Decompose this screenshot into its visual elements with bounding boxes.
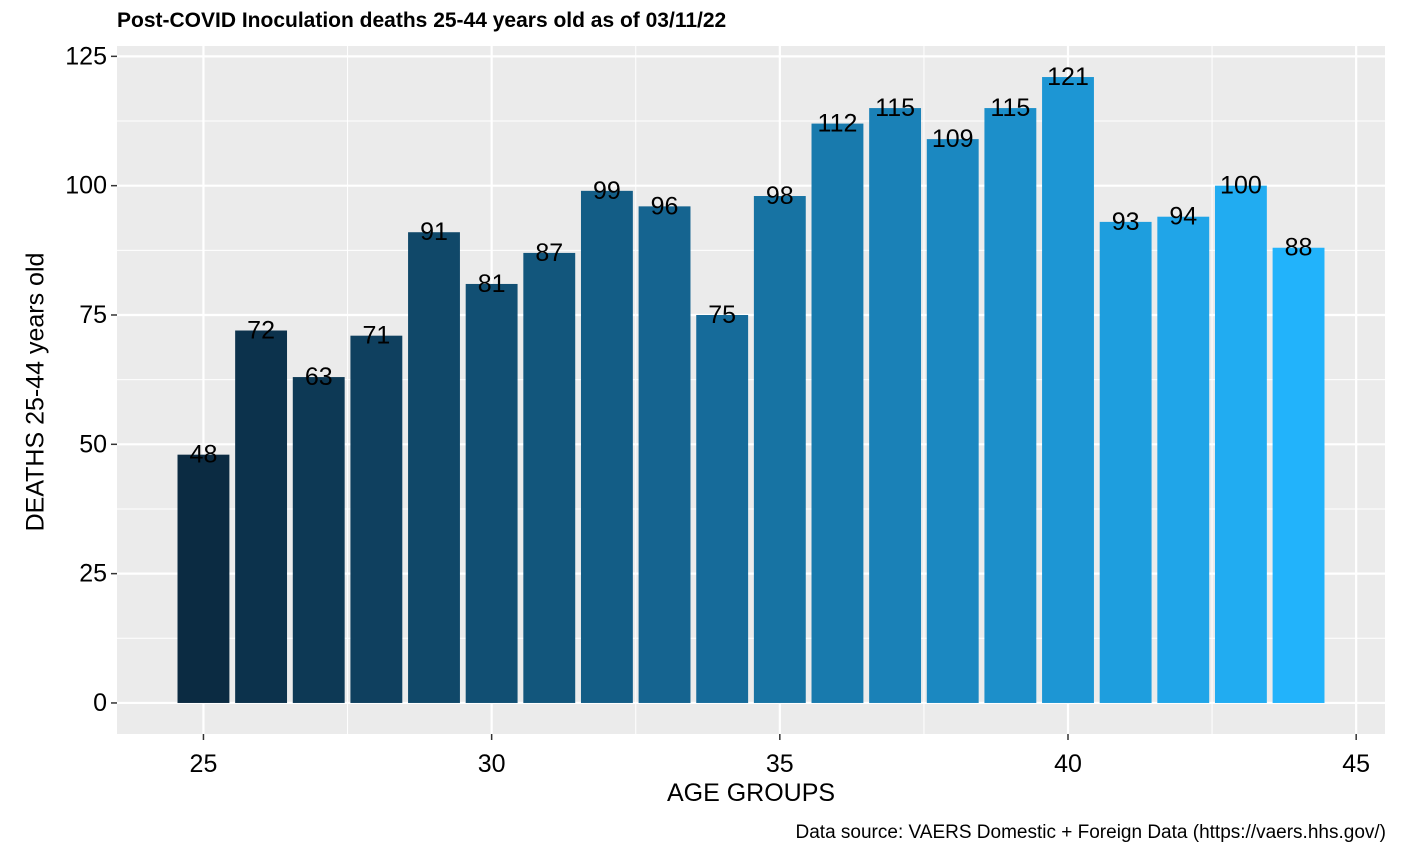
bar-25: [177, 454, 230, 703]
bar-42: [1157, 216, 1210, 703]
data-label-37: 115: [875, 94, 915, 122]
data-source-caption: Data source: VAERS Domestic + Foreign Da…: [795, 822, 1386, 843]
data-label-30: 81: [478, 270, 506, 298]
x-tick-label: 25: [190, 750, 218, 778]
data-label-36: 112: [818, 110, 858, 138]
x-tick-label: 30: [478, 750, 506, 778]
y-tick-label: 75: [79, 301, 107, 329]
bar-35: [753, 196, 806, 703]
data-label-28: 71: [362, 322, 390, 350]
bar-39: [984, 108, 1037, 703]
data-labels: 48 72 63 71 91 81 87 99 96 75 98 112 115 109 115 121 93 9…: [190, 63, 1313, 469]
bar-38: [926, 139, 979, 703]
data-label-44: 88: [1285, 234, 1313, 262]
data-label-26: 72: [247, 317, 275, 345]
bar-31: [523, 252, 576, 703]
x-tick-label: 40: [1054, 750, 1082, 778]
bar-34: [696, 314, 749, 703]
bar-26: [235, 330, 288, 703]
y-tick-label: 25: [79, 560, 107, 588]
y-tick-label: 125: [65, 42, 107, 70]
x-tick-label: 35: [766, 750, 794, 778]
data-label-31: 87: [535, 239, 563, 267]
chart-title: Post-COVID Inoculation deaths 25-44 year…: [117, 9, 727, 32]
y-axis-title-text: DEATHS 25-44 years old: [21, 252, 50, 532]
data-label-41: 93: [1112, 208, 1140, 236]
data-label-39: 115: [990, 94, 1030, 122]
data-label-33: 96: [651, 192, 679, 220]
y-tick-label: 0: [93, 689, 107, 717]
data-label-42: 94: [1169, 203, 1197, 231]
axes: 0 25 50 75 100 125 25 30 35 40 45: [65, 42, 1370, 778]
data-label-32: 99: [593, 177, 621, 205]
bar-28: [350, 335, 403, 703]
bar-27: [292, 377, 345, 703]
bar-40: [1042, 77, 1094, 703]
bar-29: [408, 232, 460, 703]
bar-32: [580, 190, 633, 703]
bar-36: [811, 123, 864, 703]
bar-41: [1099, 221, 1152, 703]
bar-37: [869, 108, 922, 703]
bar-30: [465, 283, 518, 703]
y-tick-label: 50: [79, 430, 107, 458]
bar-43: [1214, 185, 1267, 703]
y-tick-label: 100: [65, 172, 107, 200]
bar-44: [1272, 247, 1325, 703]
data-label-43: 100: [1220, 172, 1262, 200]
bars: [177, 77, 1325, 703]
data-label-34: 75: [708, 301, 736, 329]
data-label-25: 48: [190, 441, 218, 469]
data-label-35: 98: [766, 182, 794, 210]
data-label-27: 63: [305, 363, 333, 391]
data-label-40: 121: [1047, 63, 1089, 91]
data-label-38: 109: [932, 125, 974, 153]
data-label-29: 91: [420, 218, 448, 246]
x-axis-title: AGE GROUPS: [666, 779, 836, 807]
bar-33: [638, 206, 691, 703]
x-tick-label: 45: [1342, 750, 1370, 778]
